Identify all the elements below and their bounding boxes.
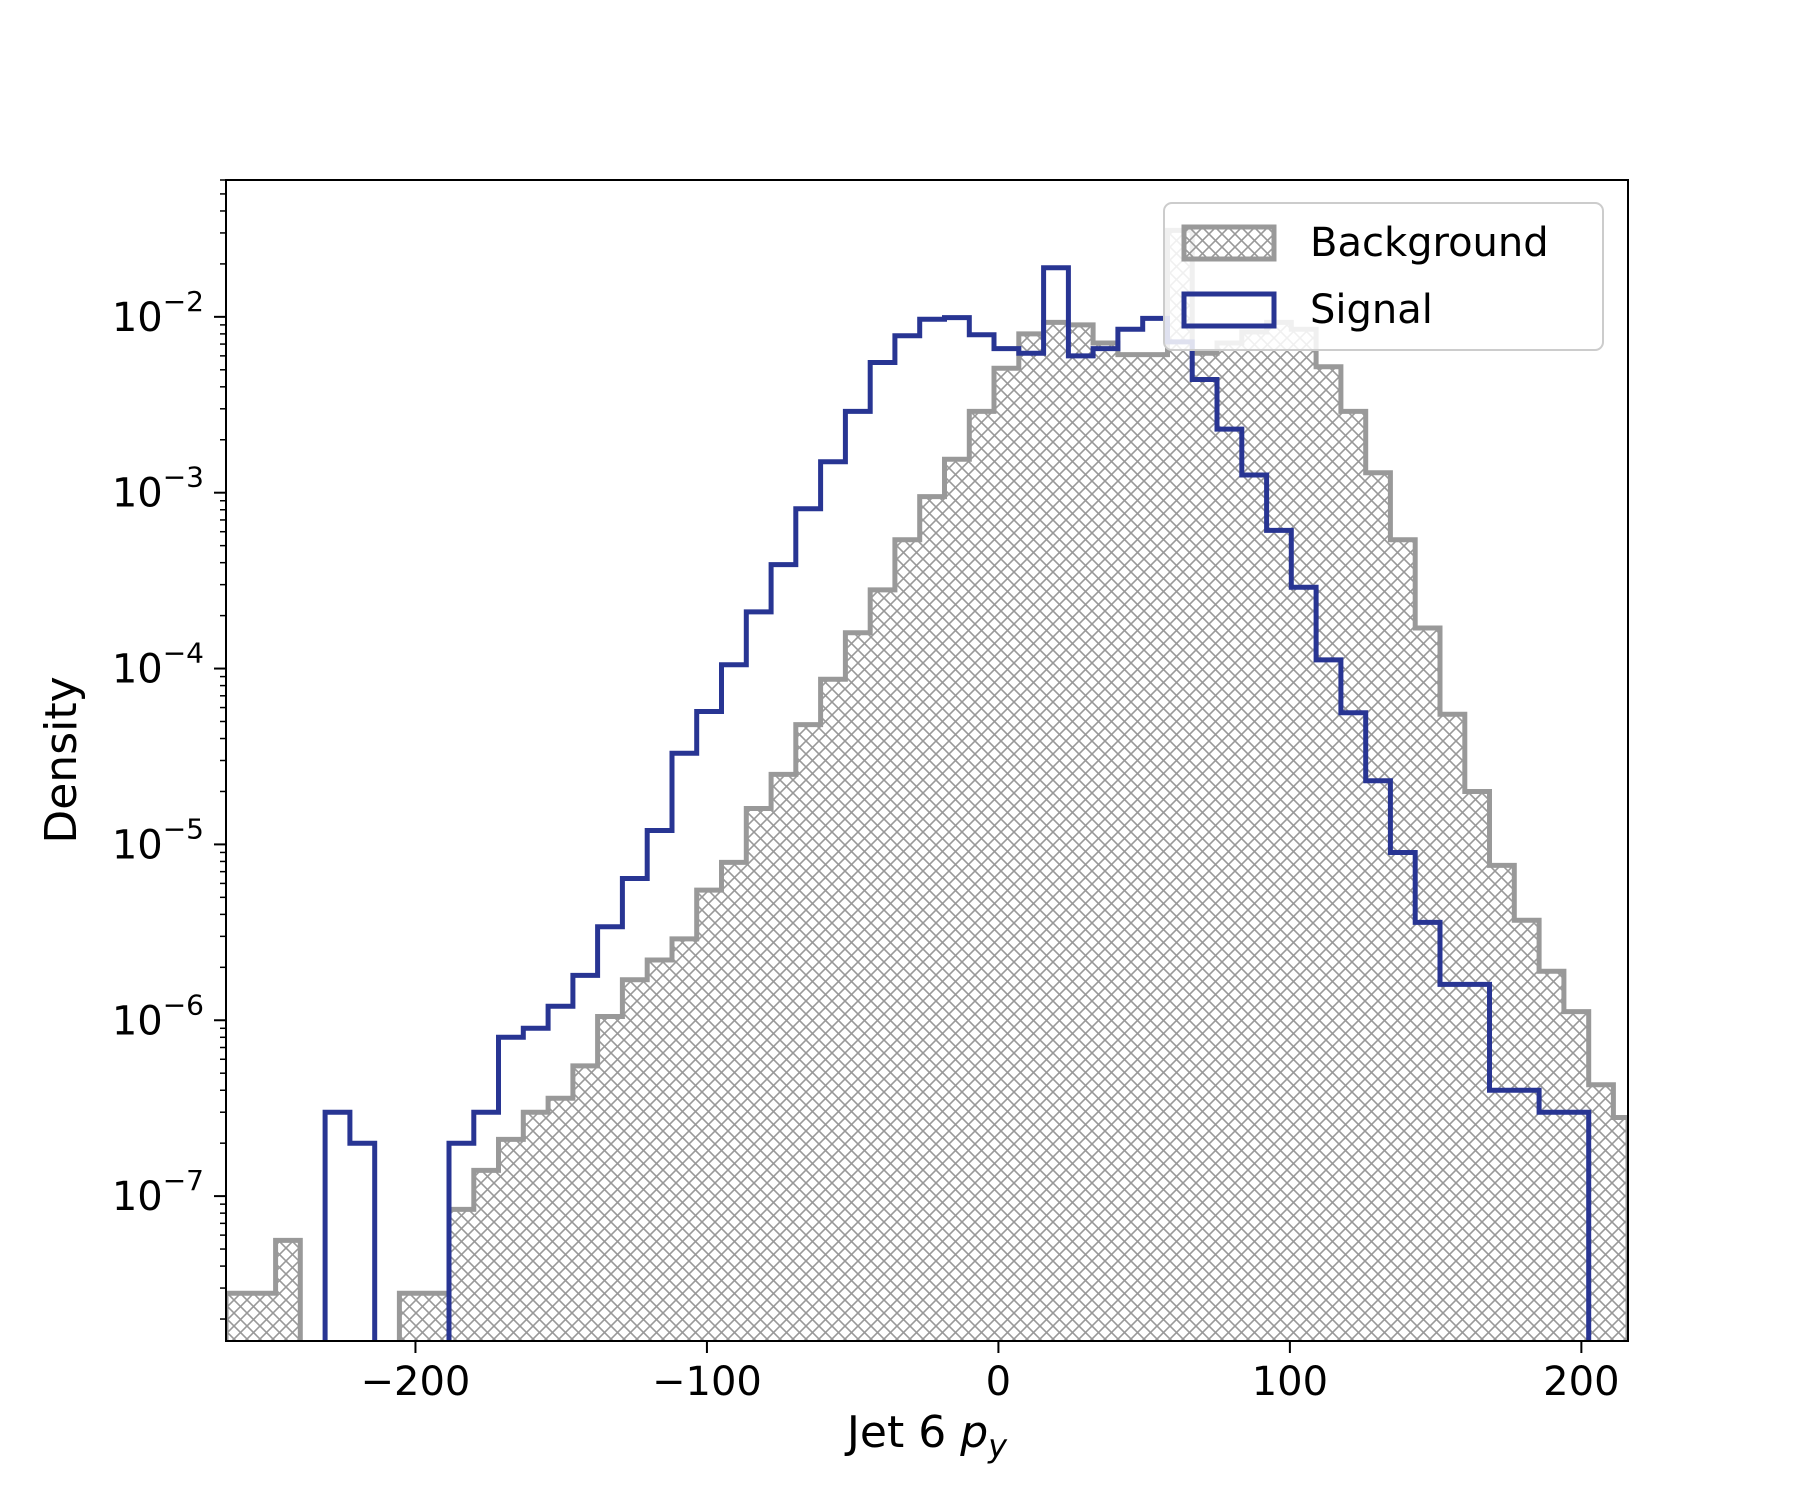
x-tick-label: 0 (986, 1359, 1011, 1405)
legend-label-signal: Signal (1310, 287, 1433, 333)
y-tick-label: 10−3 (112, 461, 204, 517)
legend-swatch-background (1181, 224, 1277, 262)
y-axis-ticks: 10−7 10−6 10−5 10−4 10−3 10−2 (112, 179, 226, 1320)
x-axis-ticks: −200 −100 0 100 200 (361, 1341, 1620, 1405)
y-tick-label: 10−7 (112, 1164, 204, 1220)
y-tick-label: 10−6 (112, 988, 204, 1044)
x-tick-label: −100 (652, 1359, 762, 1405)
y-axis-label: Density (36, 676, 87, 843)
signal-series-outline (322, 265, 1592, 1341)
x-tick-label: −200 (361, 1359, 471, 1405)
legend-swatch-signal (1181, 291, 1277, 329)
y-tick-label: 10−2 (112, 285, 204, 341)
x-tick-label: 100 (1252, 1359, 1328, 1405)
x-axis-label: Jet 6 py (844, 1407, 1008, 1465)
x-tick-label: 200 (1543, 1359, 1619, 1405)
legend-label-background: Background (1310, 220, 1549, 266)
y-tick-label: 10−5 (112, 812, 204, 868)
legend: Background Signal (1163, 202, 1604, 351)
y-tick-label: 10−4 (112, 637, 204, 693)
plot-area (226, 227, 1628, 1341)
background-series-fill (226, 230, 1628, 1341)
